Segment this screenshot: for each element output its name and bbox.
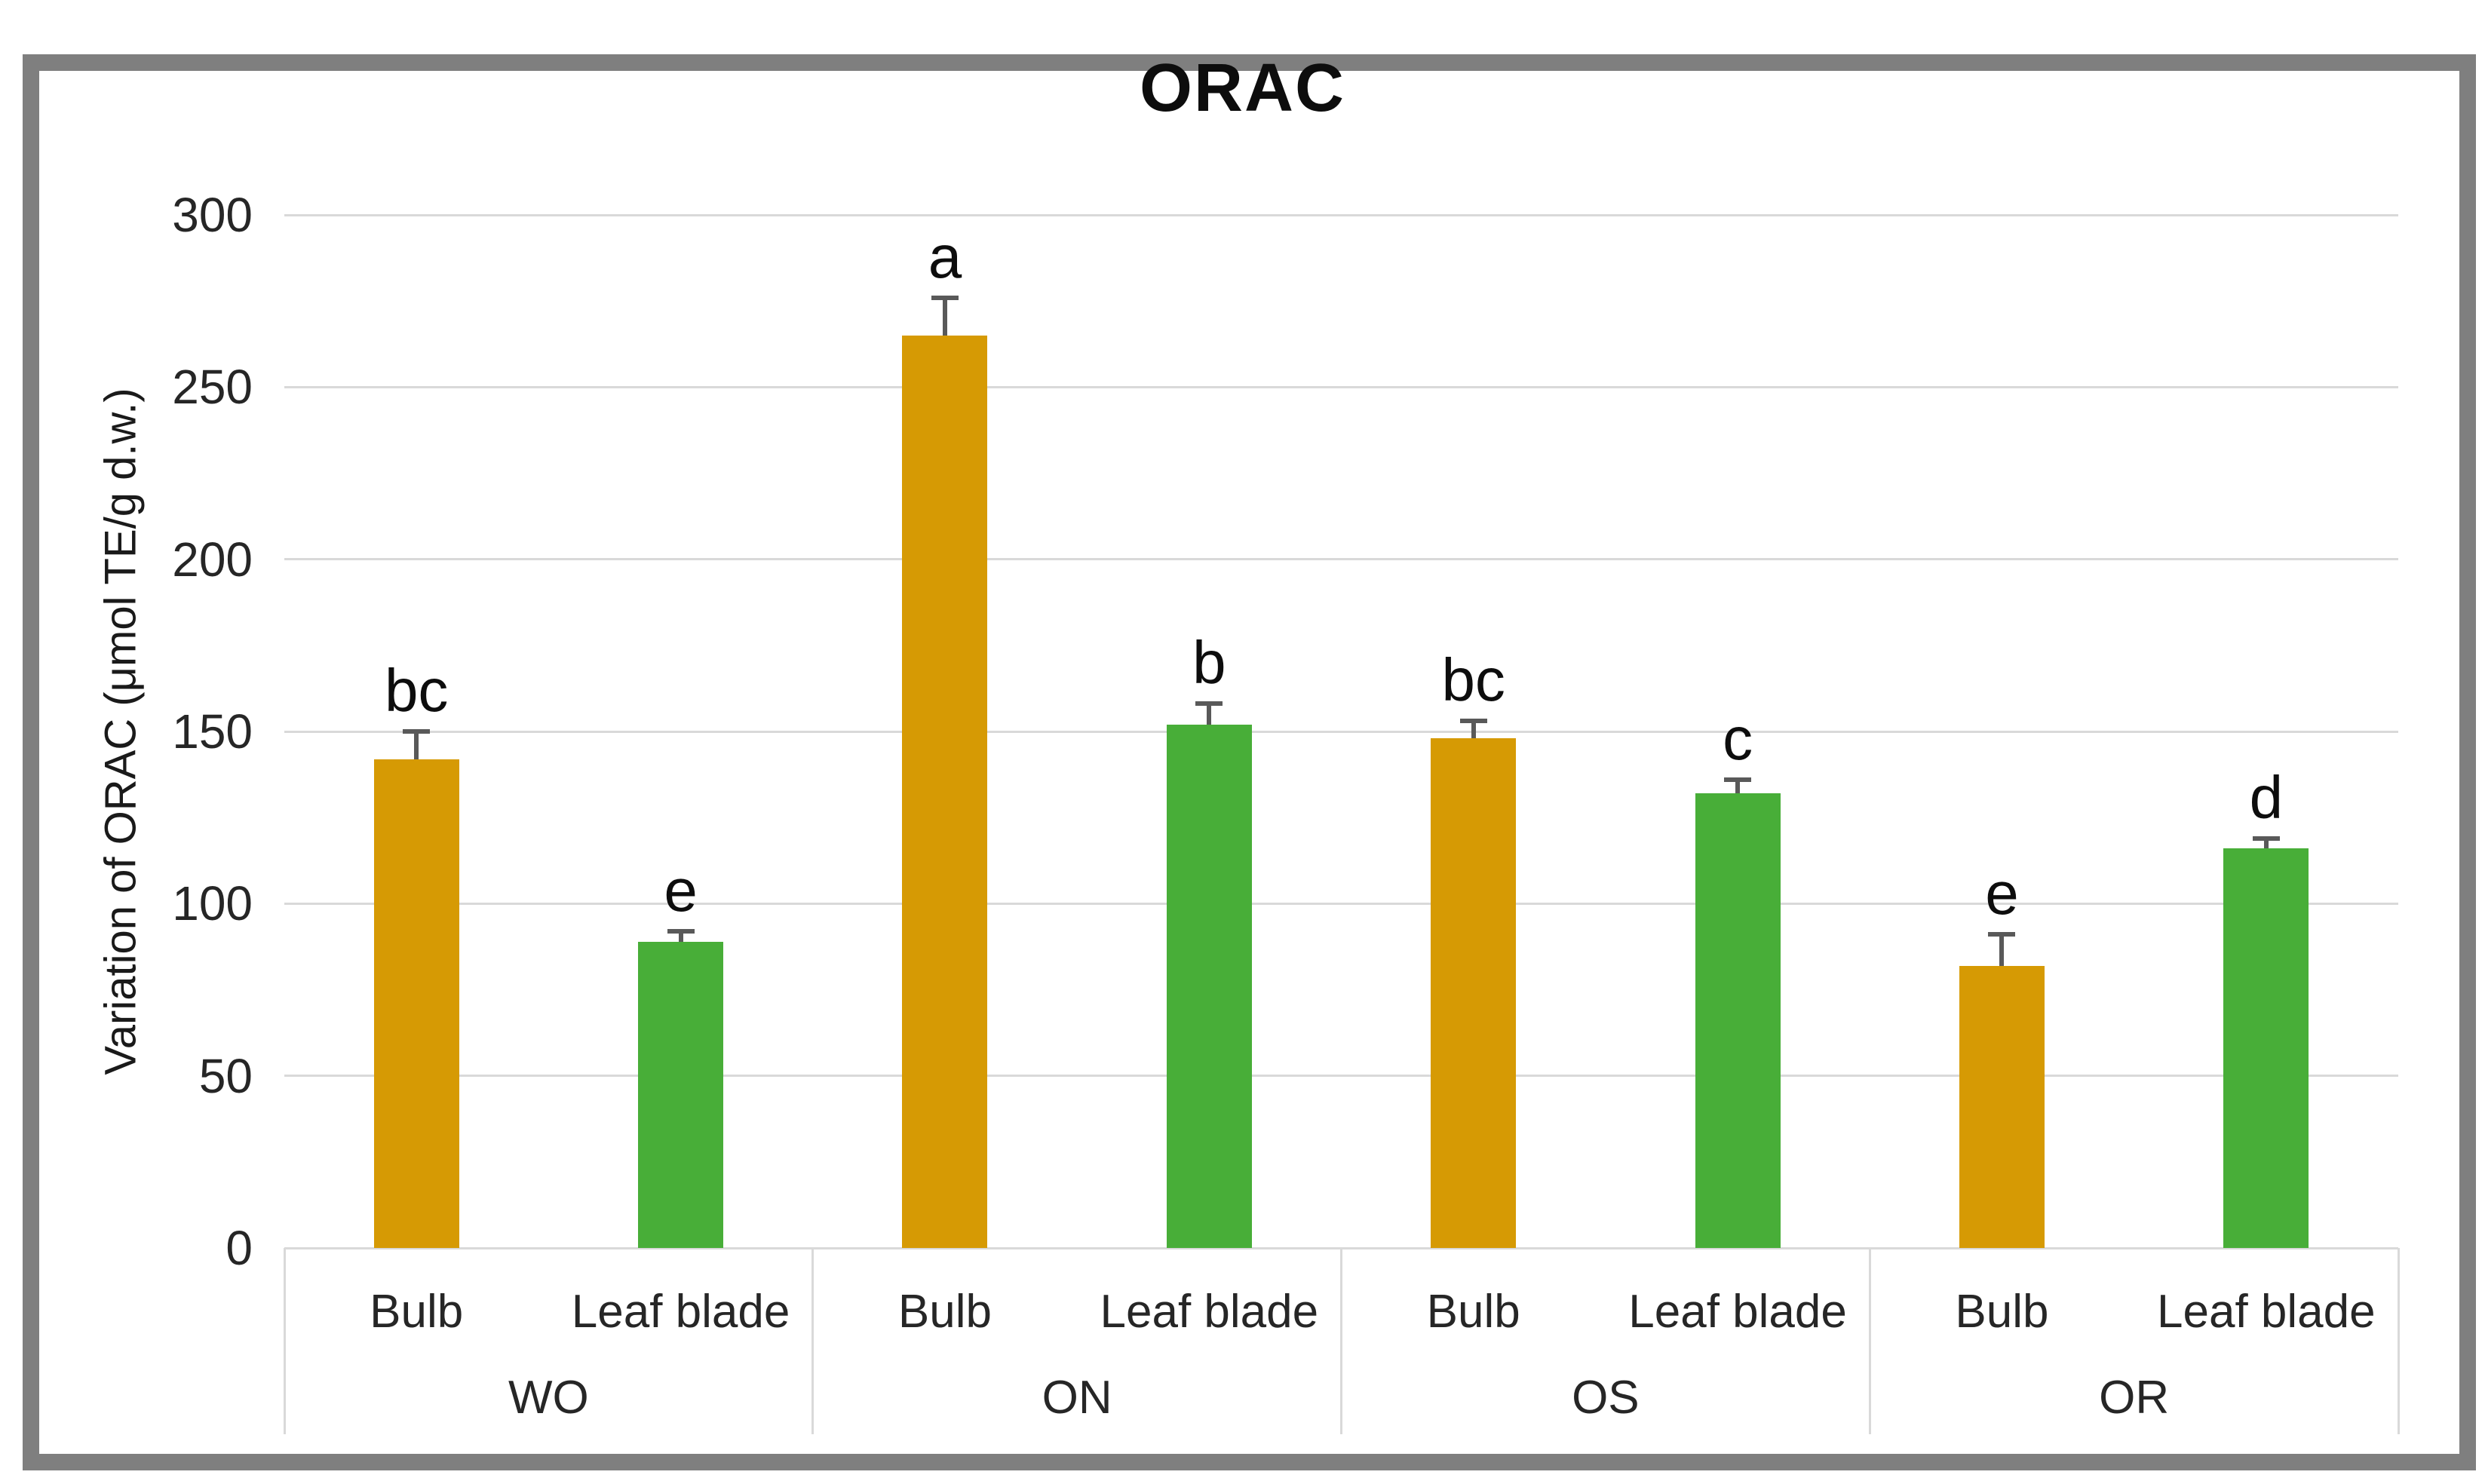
y-tick-label: 150 (172, 704, 253, 759)
category-label: Leaf blade (2157, 1286, 2376, 1338)
gridline (284, 730, 2398, 733)
error-bar-cap (1459, 719, 1487, 724)
y-tick-label: 250 (172, 360, 253, 415)
error-bar-cap (1195, 701, 1223, 707)
group-label: OR (2099, 1372, 2170, 1424)
error-bar-stem (1735, 779, 1741, 794)
gridline (284, 902, 2398, 905)
y-tick-label: 200 (172, 532, 253, 587)
significance-letter: a (928, 222, 962, 290)
bar-leaf-blade (1166, 724, 1252, 1248)
category-label: Bulb (370, 1286, 464, 1338)
bar-bulb (902, 335, 988, 1248)
group-separator (811, 1248, 815, 1434)
category-label: Bulb (1955, 1286, 2049, 1338)
significance-letter: b (1192, 629, 1226, 697)
category-label: Leaf blade (571, 1286, 790, 1338)
error-bar-stem (1471, 721, 1476, 739)
error-bar-cap (1988, 932, 2016, 937)
category-label: Leaf blade (1628, 1286, 1847, 1338)
y-tick-label: 50 (198, 1048, 253, 1103)
category-label: Bulb (897, 1286, 992, 1338)
significance-letter: bc (384, 657, 449, 724)
group-separator (1868, 1248, 1871, 1434)
gridline (284, 1075, 2398, 1078)
significance-letter: e (664, 856, 698, 924)
error-bar-stem (1207, 704, 1212, 725)
bar-leaf-blade (2223, 848, 2309, 1248)
error-bar-stem (678, 931, 683, 942)
error-bar-cap (931, 295, 959, 300)
error-bar-cap (667, 928, 695, 934)
error-bar-cap (403, 729, 431, 734)
group-label: ON (1042, 1372, 1112, 1424)
gridline (284, 558, 2398, 561)
bar-bulb (1959, 965, 2045, 1248)
gridline (284, 213, 2398, 216)
error-bar-stem (2263, 838, 2269, 849)
significance-letter: bc (1441, 646, 1505, 714)
chart-title: ORAC (1140, 51, 1345, 126)
bar-bulb (373, 759, 459, 1248)
significance-letter: d (2249, 763, 2284, 831)
bar-leaf-blade (638, 941, 724, 1248)
significance-letter: e (1985, 860, 2019, 928)
gridline (284, 385, 2398, 388)
category-label: Bulb (1426, 1286, 1520, 1338)
significance-letter: c (1723, 704, 1753, 772)
y-tick-label: 100 (172, 876, 253, 931)
bar-leaf-blade (1695, 793, 1781, 1248)
error-bar-cap (1724, 777, 1752, 782)
group-separator (2397, 1248, 2400, 1434)
group-separator (1340, 1248, 1342, 1434)
category-label: Leaf blade (1100, 1286, 1319, 1338)
y-tick-label: 0 (225, 1221, 253, 1275)
group-separator (283, 1248, 286, 1434)
group-label: OS (1572, 1372, 1640, 1424)
error-bar-stem (1999, 934, 2005, 966)
error-bar-stem (414, 731, 419, 759)
y-tick-label: 300 (172, 188, 253, 242)
error-bar-cap (2252, 836, 2280, 841)
error-bar-stem (942, 297, 947, 336)
bar-bulb (1431, 738, 1517, 1248)
group-label: WO (508, 1372, 589, 1424)
